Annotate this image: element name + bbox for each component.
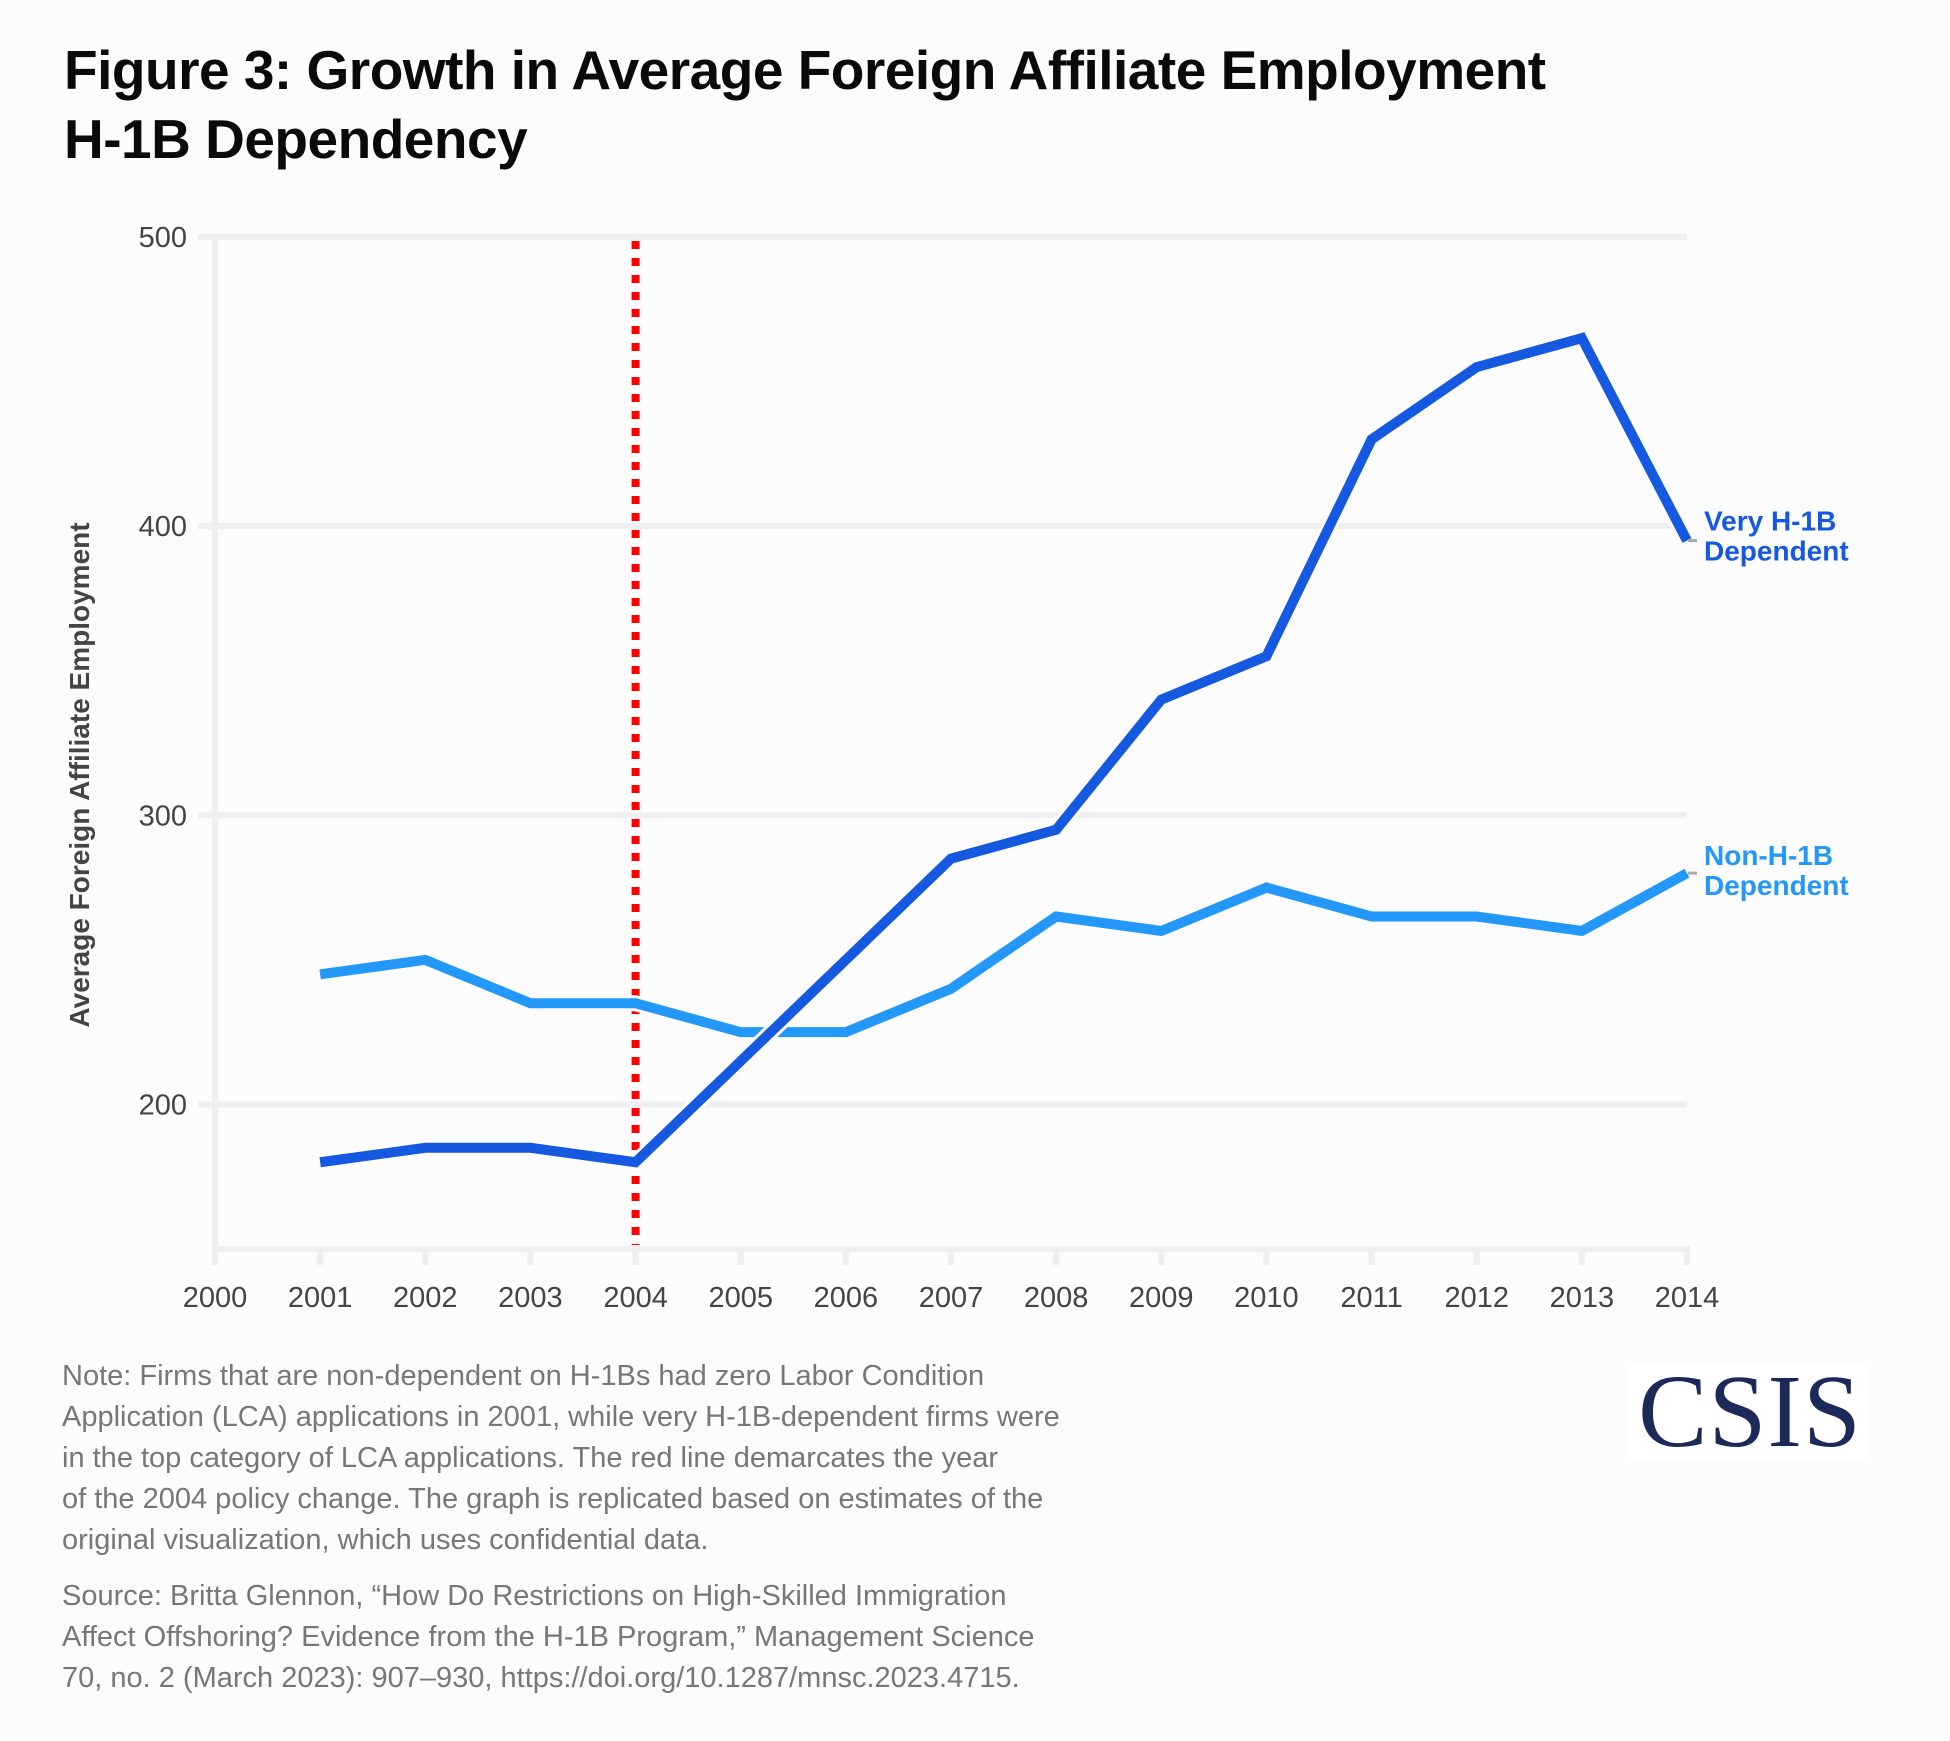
x-tick-label: 2005 [708, 1282, 773, 1314]
csis-logo: CSIS [1630, 1360, 1870, 1464]
chart-source: Source: Britta Glennon, “How Do Restrict… [62, 1576, 1362, 1699]
x-tick-label: 2012 [1444, 1282, 1509, 1314]
x-tick-label: 2011 [1340, 1282, 1402, 1314]
series-label-very-h-1b-dependent: Dependent [1704, 536, 1849, 567]
y-axis-ticks: 200 300 400 500 [139, 222, 187, 1121]
axes [212, 237, 1690, 1252]
source-line: 70, no. 2 (March 2023): 907–930, https:/… [62, 1662, 1020, 1694]
chart-note: Note: Firms that are non-dependent on H-… [62, 1356, 1362, 1561]
source-line: Source: Britta Glennon, “How Do Restrict… [62, 1580, 1007, 1612]
series-lines [319, 328, 1695, 1171]
gridlines [198, 234, 1687, 1108]
figure-title: Figure 3: Growth in Average Foreign Affi… [64, 36, 1924, 174]
series-label-non-h-1b-dependent: Non-H-1B [1704, 840, 1833, 871]
note-line: in the top category of LCA applications.… [62, 1442, 999, 1474]
note-line: Note: Firms that are non-dependent on H-… [62, 1360, 985, 1392]
note-line: of the 2004 policy change. The graph is … [62, 1483, 1044, 1515]
x-tick-label: 2000 [183, 1282, 248, 1314]
note-line: Application (LCA) applications in 2001, … [62, 1401, 1060, 1433]
series-halo-very-h-1b-dependent [319, 328, 1695, 1171]
y-tick-label: 400 [139, 511, 187, 543]
x-tick-label: 2004 [603, 1282, 668, 1314]
x-tick-label: 2001 [288, 1282, 353, 1314]
y-tick-label: 200 [139, 1089, 187, 1121]
series-line-non-h-1b-dependent [319, 868, 1690, 1038]
figure-title-line-1: Figure 3: Growth in Average Foreign Affi… [64, 39, 1546, 101]
x-tick-label: 2009 [1129, 1282, 1194, 1314]
x-tick-label: 2007 [919, 1282, 984, 1314]
x-tick-label: 2010 [1234, 1282, 1299, 1314]
figure-title-line-2: H-1B Dependency [64, 108, 528, 170]
x-tick-label: 2008 [1024, 1282, 1089, 1314]
y-axis-title: Average Foreign Affiliate Employment [64, 522, 95, 1027]
series-line-very-h-1b-dependent [319, 332, 1692, 1168]
series-label-very-h-1b-dependent: Very H-1B [1704, 506, 1836, 537]
x-tick-label: 2013 [1550, 1282, 1615, 1314]
x-axis-ticks: 2000 2001 2002 2003 2004 2005 2006 2007 2008 2009… [183, 1249, 1720, 1314]
x-tick-label: 2003 [498, 1282, 563, 1314]
series-label-non-h-1b-dependent: Dependent [1704, 870, 1849, 901]
y-tick-label: 300 [139, 800, 187, 832]
source-line: Affect Offshoring? Evidence from the H-1… [62, 1621, 1035, 1653]
x-tick-label: 2002 [393, 1282, 458, 1314]
note-line: original visualization, which uses confi… [62, 1524, 709, 1556]
y-tick-label: 500 [139, 222, 187, 254]
x-tick-label: 2006 [814, 1282, 879, 1314]
x-tick-label: 2014 [1655, 1282, 1720, 1314]
